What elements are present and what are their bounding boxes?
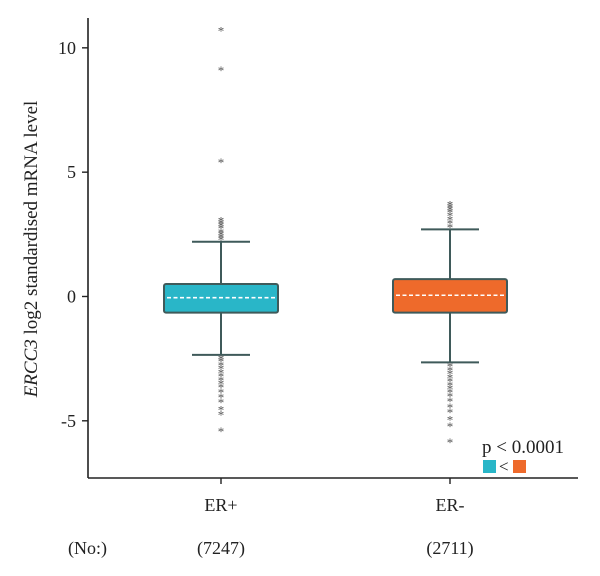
outlier-point: * [218, 362, 225, 377]
outlier-point: * [447, 363, 454, 378]
p-value-annotation: p < 0.0001 [482, 437, 564, 458]
outlier-point: * [218, 225, 225, 240]
outlier-point: * [447, 381, 454, 396]
outlier-point: * [218, 424, 225, 439]
outlier-point: * [447, 435, 454, 450]
outlier-point: * [447, 197, 454, 212]
outlier-point: * [218, 23, 225, 38]
outlier-point: * [447, 378, 454, 393]
outlier-point: * [447, 385, 454, 400]
outlier-point: * [447, 367, 454, 382]
legend-swatch-er-pos [483, 460, 496, 473]
boxes: ****************************************… [163, 23, 508, 450]
outlier-point: * [218, 354, 225, 369]
count-label: (7247) [197, 538, 245, 559]
outlier-point: * [218, 373, 225, 388]
outlier-point: * [447, 413, 454, 428]
outlier-point: * [218, 390, 225, 405]
y-tick-label: 5 [67, 162, 76, 182]
counts-label: (No:) [68, 538, 107, 559]
outlier-point: * [447, 389, 454, 404]
outlier-point: * [218, 221, 225, 236]
outlier-point: * [447, 220, 454, 235]
outlier-point: * [218, 358, 225, 373]
outlier-point: * [218, 230, 225, 245]
outlier-point: * [218, 155, 225, 170]
outlier-point: * [447, 209, 454, 224]
axes [87, 18, 578, 479]
y-tick-label: 0 [67, 286, 76, 306]
outlier-point: * [447, 419, 454, 434]
outlier-point: * [447, 370, 454, 385]
outlier-point: * [218, 232, 225, 247]
outlier-point: * [447, 394, 454, 409]
y-axis-label-gene: ERCC3 [21, 339, 42, 398]
outlier-point: * [218, 227, 225, 242]
x-tick-label: ER+ [204, 495, 237, 515]
outlier-point: * [447, 405, 454, 420]
outlier-point: * [447, 216, 454, 231]
y-ticks: 10 5 0 -5 ER+ (7247) ER- (2711) [58, 38, 474, 559]
outlier-point: * [218, 219, 225, 234]
count-label: (2711) [426, 538, 473, 559]
outlier-point: * [218, 408, 225, 423]
box-er-pos: ************************** [163, 23, 279, 439]
outlier-point: * [218, 214, 225, 229]
outlier-point: * [218, 395, 225, 410]
outlier-point: * [218, 380, 225, 395]
y-axis-label: ERCC3 log2 standardised mRNA level [21, 101, 42, 399]
outlier-point: * [218, 365, 225, 380]
outlier-point: * [218, 216, 225, 231]
outlier-point: * [218, 352, 225, 367]
x-tick-label: ER- [436, 495, 465, 515]
box-er-neg: *********************** [392, 197, 508, 450]
outlier-point: * [218, 63, 225, 78]
outlier-point: * [218, 403, 225, 418]
legend-compare-symbol: < [499, 457, 509, 476]
outlier-point: * [218, 369, 225, 384]
outlier-point: * [447, 400, 454, 415]
outlier-point: * [218, 377, 225, 392]
outlier-point: * [218, 385, 225, 400]
outlier-point: * [447, 374, 454, 389]
outlier-point: * [447, 359, 454, 374]
legend-swatch-er-neg [513, 460, 526, 473]
y-axis-label-rest: log2 standardised mRNA level [21, 101, 42, 340]
outlier-point: * [447, 205, 454, 220]
outlier-point: * [447, 202, 454, 217]
y-tick-label: -5 [61, 411, 76, 431]
outlier-point: * [447, 200, 454, 215]
y-tick-label: 10 [58, 38, 76, 58]
outlier-point: * [447, 212, 454, 227]
